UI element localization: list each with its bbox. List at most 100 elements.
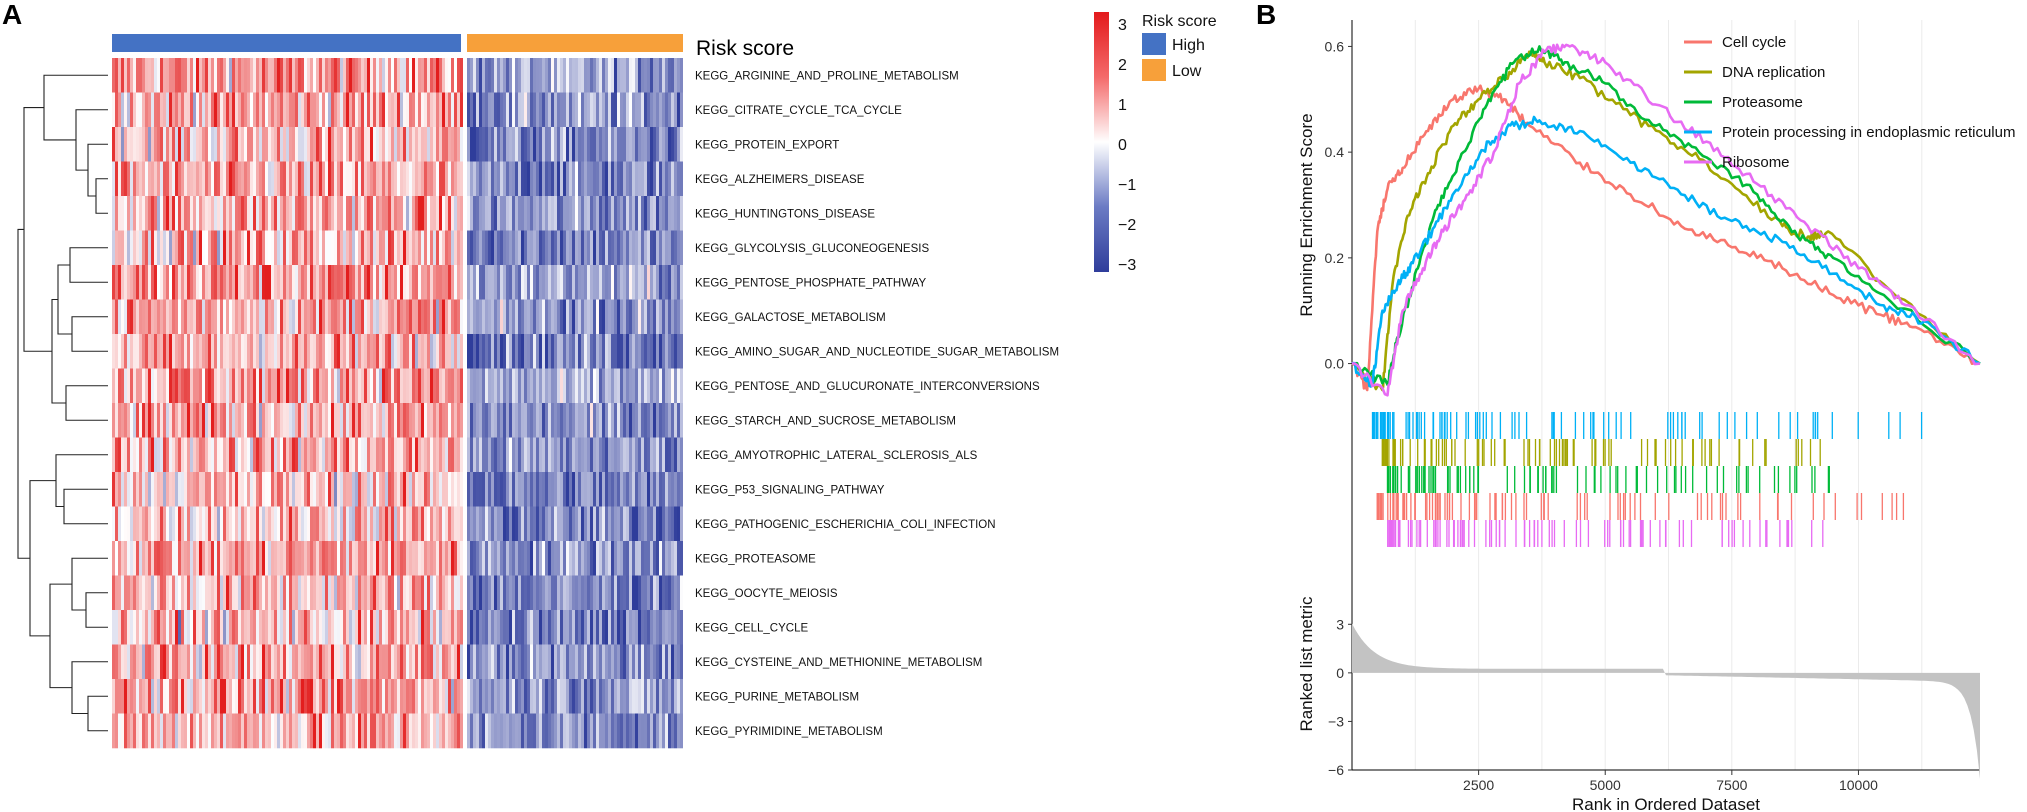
heatmap-cell bbox=[641, 541, 644, 576]
heatmap-cell bbox=[662, 575, 665, 611]
heatmap-cell bbox=[373, 230, 376, 266]
heatmap-cell bbox=[436, 161, 439, 197]
heatmap-cell bbox=[325, 265, 328, 300]
heatmap-cell bbox=[403, 679, 406, 714]
heatmap-cell bbox=[172, 196, 175, 231]
heatmap-cell bbox=[229, 610, 232, 645]
heatmap-cell bbox=[539, 92, 542, 128]
heatmap-cell bbox=[605, 713, 608, 749]
heatmap-cell bbox=[491, 713, 494, 749]
heatmap-cell bbox=[340, 506, 343, 542]
heatmap-cell bbox=[608, 472, 611, 507]
heatmap-cell bbox=[635, 437, 638, 473]
heatmap-cell bbox=[307, 299, 310, 335]
heatmap-cell bbox=[424, 58, 427, 93]
heatmap-cell bbox=[605, 196, 608, 231]
heatmap-cell bbox=[656, 472, 659, 507]
heatmap-cell bbox=[611, 575, 614, 611]
heatmap-cell bbox=[232, 472, 235, 507]
heatmap-cell bbox=[358, 58, 361, 93]
heatmap-cell bbox=[163, 437, 166, 473]
heatmap-cell bbox=[220, 610, 223, 645]
heatmap-cell bbox=[331, 92, 334, 128]
heatmap-cell bbox=[388, 230, 391, 266]
heatmap-cell bbox=[668, 299, 671, 335]
heatmap-cell bbox=[548, 127, 551, 162]
heatmap-cell bbox=[479, 403, 482, 438]
heatmap-cell bbox=[304, 92, 307, 128]
heatmap-cell bbox=[629, 368, 632, 404]
heatmap-cell bbox=[397, 265, 400, 300]
heatmap-cell bbox=[415, 610, 418, 645]
heatmap-cell bbox=[376, 713, 379, 749]
heatmap-cell bbox=[470, 506, 473, 542]
heatmap-cell bbox=[460, 472, 463, 507]
heatmap-cell bbox=[551, 161, 554, 197]
heatmap-cell bbox=[277, 506, 280, 542]
heatmap-cell bbox=[596, 472, 599, 507]
heatmap-cell bbox=[482, 575, 485, 611]
heatmap-cell bbox=[133, 368, 136, 404]
heatmap-cell bbox=[451, 437, 454, 473]
heatmap-cell bbox=[202, 644, 205, 680]
heatmap-cell bbox=[331, 644, 334, 680]
heatmap-cell bbox=[283, 403, 286, 438]
heatmap-cell bbox=[473, 541, 476, 576]
heatmap-cell bbox=[506, 679, 509, 714]
heatmap-cell bbox=[457, 265, 460, 300]
heatmap-cell bbox=[136, 403, 139, 438]
heatmap-cell bbox=[451, 472, 454, 507]
x-ticks: 2500 5000 7500 10000 bbox=[1463, 770, 1878, 793]
heatmap-cell bbox=[602, 713, 605, 749]
heatmap-cell bbox=[340, 230, 343, 266]
heatmap-cell bbox=[301, 368, 304, 404]
heatmap-cell bbox=[232, 368, 235, 404]
heatmap-cell bbox=[593, 196, 596, 231]
heatmap-cell bbox=[112, 472, 115, 507]
heatmap-cell bbox=[157, 265, 160, 300]
heatmap-cell bbox=[575, 506, 578, 542]
heatmap-cell bbox=[662, 368, 665, 404]
heatmap-cell bbox=[479, 265, 482, 300]
heatmap-cell bbox=[497, 610, 500, 645]
heatmap-cell bbox=[382, 92, 385, 128]
heatmap-cell bbox=[199, 679, 202, 714]
heatmap-cell bbox=[193, 196, 196, 231]
heatmap-cell bbox=[503, 368, 506, 404]
heatmap-cell bbox=[536, 161, 539, 197]
heatmap-cell bbox=[364, 299, 367, 335]
heatmap-cell bbox=[421, 299, 424, 335]
heatmap-cell bbox=[379, 403, 382, 438]
heatmap-cell bbox=[151, 403, 154, 438]
curve-cell-cycle bbox=[1351, 84, 1981, 392]
heatmap-cell bbox=[286, 92, 289, 128]
heatmap-cell bbox=[524, 161, 527, 197]
row-label: KEGG_AMYOTROPHIC_LATERAL_SCLEROSIS_ALS bbox=[695, 450, 978, 462]
heatmap-cell bbox=[238, 230, 241, 266]
heatmap-cell bbox=[533, 334, 536, 369]
heatmap-cell bbox=[334, 196, 337, 231]
heatmap-cell bbox=[112, 368, 115, 404]
heatmap-cell bbox=[244, 506, 247, 542]
heatmap-cell bbox=[295, 610, 298, 645]
heatmap-cell bbox=[307, 368, 310, 404]
heatmap-cell bbox=[208, 610, 211, 645]
heatmap-cell bbox=[343, 265, 346, 300]
heatmap-cell bbox=[623, 610, 626, 645]
heatmap-cell bbox=[205, 403, 208, 438]
heatmap-cell bbox=[142, 368, 145, 404]
heatmap-cell bbox=[142, 679, 145, 714]
heatmap-cell bbox=[277, 230, 280, 266]
heatmap-cell bbox=[232, 644, 235, 680]
heatmap-cell bbox=[286, 713, 289, 749]
heatmap-cell bbox=[527, 230, 530, 266]
heatmap-cell bbox=[310, 196, 313, 231]
heatmap-cell bbox=[533, 679, 536, 714]
heatmap-cell bbox=[334, 437, 337, 473]
heatmap-cell bbox=[575, 334, 578, 369]
heatmap-cell bbox=[358, 437, 361, 473]
heatmap-cell bbox=[187, 472, 190, 507]
heatmap-cell bbox=[187, 299, 190, 335]
heatmap-cell bbox=[439, 437, 442, 473]
heatmap-cell bbox=[611, 679, 614, 714]
